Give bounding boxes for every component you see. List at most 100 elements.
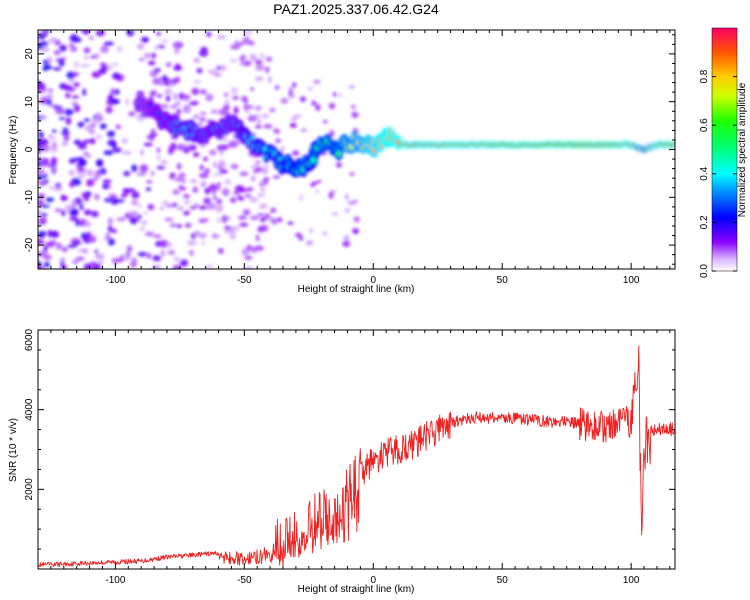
- heatmap-noise-cell: [160, 104, 168, 108]
- heatmap-noise-cell: [48, 186, 55, 190]
- heatmap-noise-cell: [174, 63, 182, 71]
- heatmap-noise-cell: [106, 130, 116, 138]
- heatmap-noise-cell: [238, 222, 249, 227]
- heatmap-noise-cell: [94, 170, 102, 178]
- heatmap-noise-cell: [322, 119, 328, 124]
- heatmap-noise-cell: [139, 226, 145, 232]
- heatmap-noise-cell: [213, 195, 217, 201]
- heatmap-noise-cell: [96, 159, 104, 167]
- heatmap-noise-cell: [193, 240, 197, 246]
- heatmap-noise-cell: [73, 104, 81, 113]
- heatmap-noise-cell: [55, 108, 65, 115]
- heatmap-noise-cell: [77, 248, 86, 253]
- heatmap-noise-cell: [204, 187, 211, 195]
- heatmap-noise-cell: [71, 72, 80, 77]
- heatmap-noise-cell: [172, 264, 181, 269]
- heatmap-noise-cell: [131, 191, 140, 199]
- heatmap-noise-cell: [192, 114, 200, 120]
- heatmap-noise-cell: [240, 41, 245, 46]
- heatmap-noise-cell: [150, 170, 155, 177]
- heatmap-noise-cell: [174, 101, 181, 107]
- heatmap-noise-cell: [258, 204, 266, 209]
- heatmap-noise-cell: [234, 40, 239, 47]
- heatmap-ridge-cell: [250, 135, 254, 140]
- heatmap-noise-cell: [107, 94, 114, 101]
- heatmap-noise-cell: [177, 144, 182, 151]
- heatmap-noise-cell: [246, 187, 253, 192]
- heatmap-noise-cell: [92, 265, 99, 269]
- heatmap-noise-cell: [83, 151, 89, 157]
- heatmap-noise-cell: [350, 104, 357, 109]
- heatmap-noise-cell: [75, 256, 85, 261]
- heatmap-noise-cell: [289, 122, 297, 128]
- heatmap-noise-cell: [250, 175, 256, 182]
- heatmap-noise-cell: [257, 118, 262, 125]
- heatmap-noise-cell: [129, 261, 137, 269]
- heatmap-noise-cell: [269, 108, 276, 113]
- heatmap-noise-cell: [215, 185, 221, 191]
- heatmap-noise-cell: [159, 206, 164, 210]
- heatmap-noise-cell: [47, 39, 57, 44]
- heatmap-noise-cell: [164, 88, 173, 95]
- heatmap-noise-cell: [259, 180, 264, 188]
- heatmap-noise-cell: [38, 168, 45, 175]
- heatmap-noise-cell: [160, 160, 168, 165]
- heatmap-noise-cell: [238, 215, 247, 220]
- heatmap-noise-cell: [102, 179, 112, 184]
- heatmap-noise-cell: [92, 176, 99, 182]
- heatmap-noise-cell: [260, 188, 266, 192]
- heatmap-noise-cell: [351, 111, 359, 119]
- heatmap-noise-cell: [109, 88, 116, 96]
- heatmap-noise-cell: [84, 124, 92, 130]
- heatmap-noise-cell: [69, 216, 78, 222]
- heatmap-noise-cell: [188, 249, 194, 256]
- heatmap-noise-cell: [98, 67, 107, 75]
- heatmap-noise-cell: [64, 204, 74, 212]
- heatmap-noise-cell: [42, 64, 53, 70]
- heatmap-noise-cell: [311, 100, 317, 106]
- heatmap-noise-cell: [256, 193, 265, 197]
- heatmap-noise-cell: [72, 259, 79, 265]
- heatmap-noise-cell: [254, 245, 265, 251]
- heatmap-noise-cell: [63, 84, 72, 91]
- heatmap-noise-cell: [94, 193, 100, 201]
- heatmap-noise-cell: [255, 64, 265, 71]
- heatmap-noise-cell: [287, 221, 294, 225]
- heatmap-noise-cell: [224, 98, 230, 105]
- heatmap-noise-cell: [69, 45, 78, 53]
- heatmap-noise-cell: [107, 238, 116, 246]
- heatmap-noise-cell: [51, 129, 58, 133]
- heatmap-noise-cell: [39, 181, 47, 186]
- heatmap-noise-cell: [147, 133, 155, 141]
- heatmap-noise-cell: [224, 179, 232, 185]
- heatmap-noise-cell: [138, 57, 145, 62]
- heatmap-noise-cell: [61, 246, 68, 253]
- heatmap-noise-cell: [153, 68, 161, 73]
- heatmap-noise-cell: [170, 173, 176, 177]
- heatmap-noise-cell: [111, 72, 121, 80]
- heatmap-noise-cell: [263, 124, 273, 129]
- heatmap-noise-cell: [181, 177, 186, 185]
- heatmap-noise-cell: [40, 96, 49, 105]
- heatmap-noise-cell: [192, 186, 199, 193]
- heatmap-noise-cell: [144, 37, 149, 42]
- heatmap-noise-cell: [60, 194, 66, 202]
- heatmap-noise-cell: [71, 198, 77, 207]
- heatmap-noise-cell: [204, 167, 210, 174]
- heatmap-noise-cell: [295, 232, 302, 238]
- heatmap-noise-cell: [159, 79, 163, 85]
- heatmap-noise-cell: [83, 209, 93, 216]
- heatmap-ylabel: Frequency (Hz): [8, 116, 19, 185]
- heatmap-noise-cell: [218, 150, 224, 156]
- heatmap-noise-cell: [76, 171, 87, 179]
- heatmap-noise-cell: [257, 226, 264, 232]
- heatmap-noise-cell: [230, 87, 238, 95]
- heatmap-noise-cell: [61, 209, 66, 217]
- heatmap-noise-cell: [131, 164, 138, 173]
- heatmap-noise-cell: [40, 115, 46, 121]
- heatmap-noise-cell: [80, 63, 91, 68]
- heatmap-noise-cell: [244, 60, 251, 67]
- heatmap-noise-cell: [206, 31, 212, 38]
- heatmap-ytick-label: 10: [24, 96, 35, 108]
- heatmap-noise-cell: [231, 230, 236, 235]
